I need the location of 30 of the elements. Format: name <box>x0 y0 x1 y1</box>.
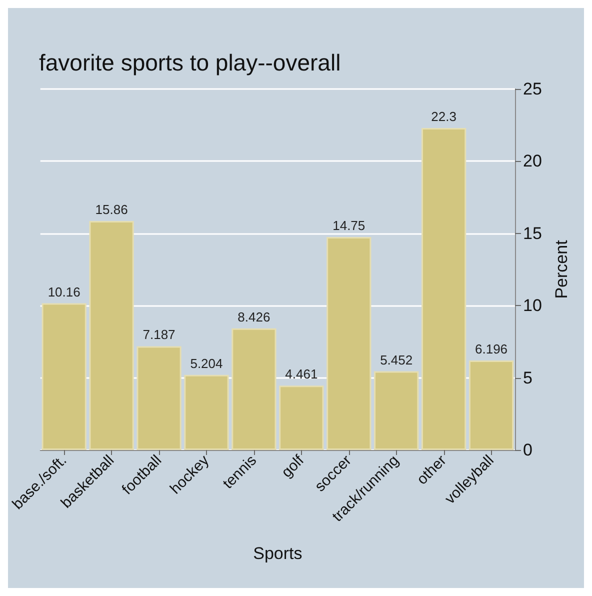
data-label: 7.187 <box>142 327 176 342</box>
bar <box>374 371 419 450</box>
data-label: 4.461 <box>285 366 318 382</box>
y-tick-label: 20 <box>523 152 542 171</box>
y-tick-label: 25 <box>523 80 542 98</box>
data-label: 15.86 <box>95 202 128 217</box>
y-axis-title: Percent <box>552 240 571 299</box>
data-label: 5.204 <box>190 356 223 371</box>
y-tick-label: 10 <box>523 296 542 316</box>
data-label: 5.452 <box>380 352 413 368</box>
bar <box>279 386 324 450</box>
y-tick-label: 15 <box>523 224 542 243</box>
chart-title: favorite sports to play--overall <box>39 50 341 76</box>
data-label: 14.75 <box>332 218 366 234</box>
bar <box>136 346 182 450</box>
bar <box>421 128 466 450</box>
bar <box>232 328 276 450</box>
bar <box>326 237 372 450</box>
x-axis-title: Sports <box>253 544 302 563</box>
x-tick-label: golf <box>278 451 308 482</box>
bar <box>42 303 86 450</box>
bar <box>89 220 134 450</box>
data-label: 8.426 <box>238 309 270 324</box>
data-label: 10.16 <box>48 284 80 300</box>
y-tick-label: 0 <box>523 440 532 460</box>
bar <box>468 360 514 450</box>
y-tick-label: 5 <box>523 368 532 388</box>
bar <box>184 374 229 450</box>
data-label: 22.3 <box>431 108 456 124</box>
data-label: 6.196 <box>474 342 508 357</box>
